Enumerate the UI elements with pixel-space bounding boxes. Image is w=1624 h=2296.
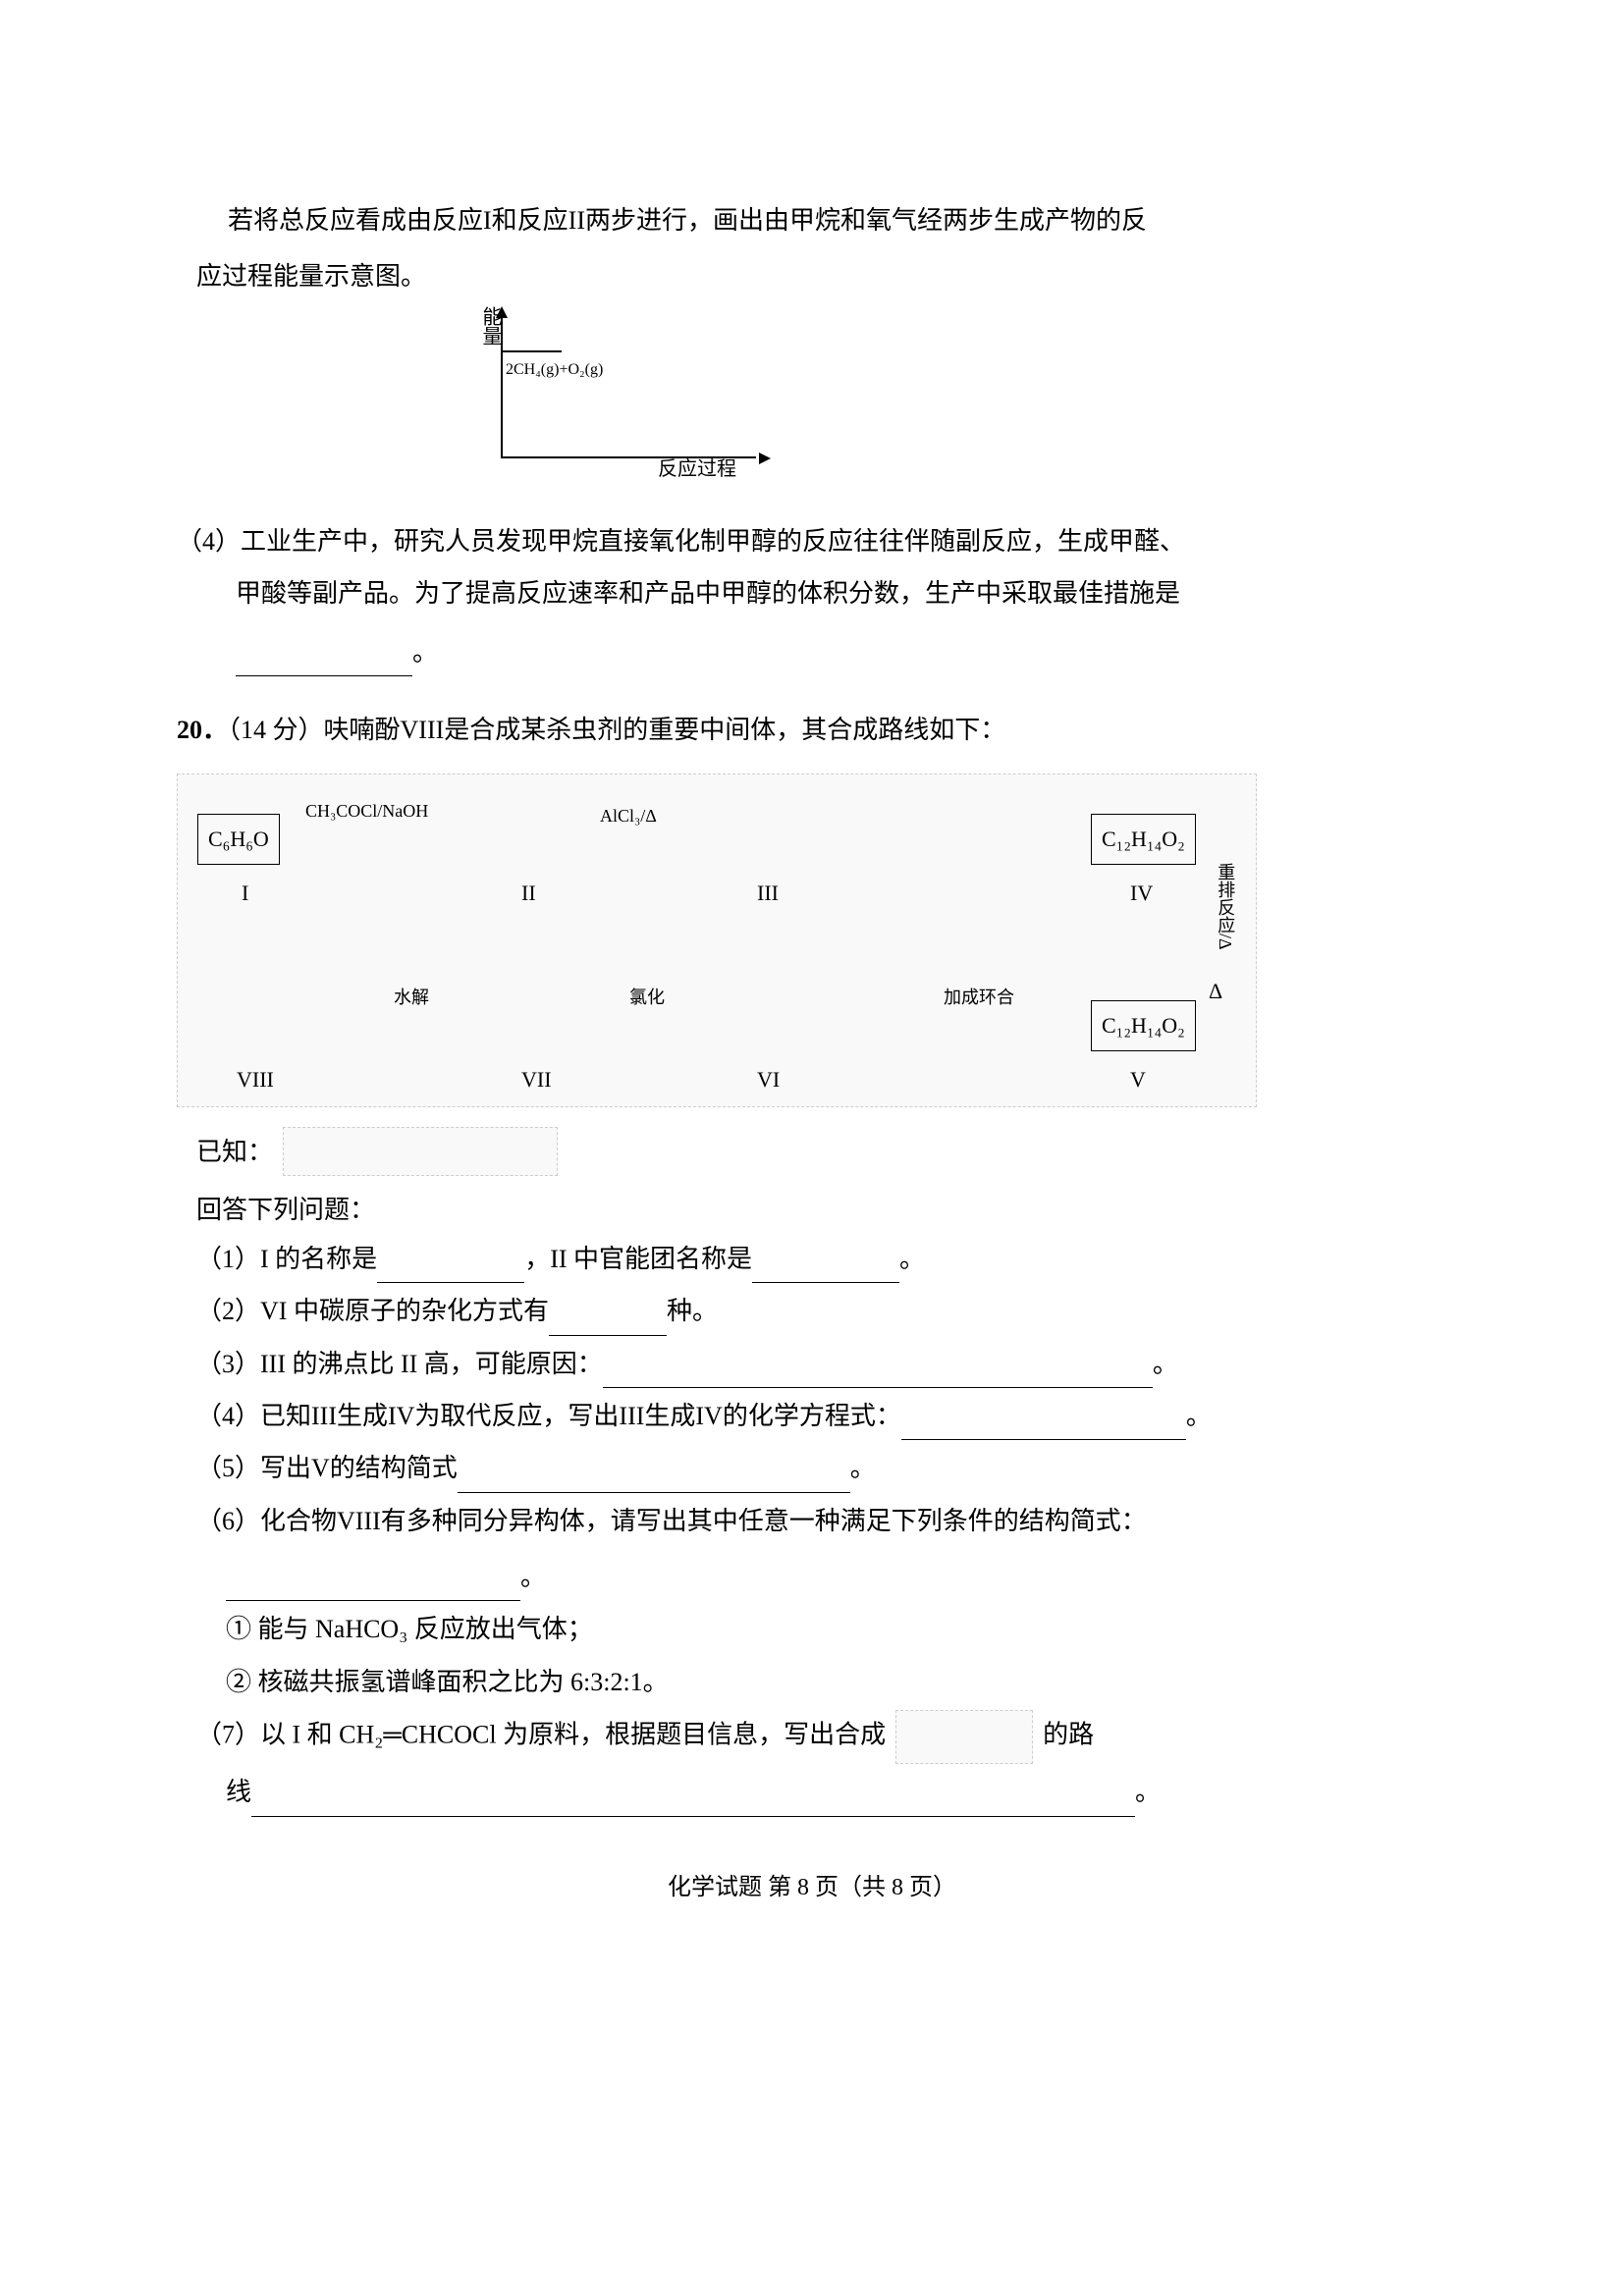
sub-question-3: （3）III 的沸点比 II 高，可能原因： 。 [196, 1340, 1447, 1388]
label-VI: VI [757, 1059, 780, 1100]
q4-prefix: （4） [177, 527, 241, 556]
sub4-prefix: （4） [196, 1402, 260, 1430]
sub1-prefix: （1） [196, 1245, 260, 1273]
label-IV: IV [1130, 873, 1153, 914]
sub3-text-a: III 的沸点比 II 高，可能原因： [260, 1350, 603, 1378]
sub7-line2: 线。 [226, 1768, 1447, 1816]
sub7-text-d: 。 [1135, 1778, 1161, 1806]
sub6-blank-line: 。 [226, 1553, 1447, 1601]
sub6-prefix: （6） [196, 1507, 260, 1535]
sub1-text-c: 。 [899, 1245, 925, 1273]
synthesis-flowchart: C₆H₆O I CH₃COCl/NaOH II AlCl₃/Δ III C₁₂H… [177, 774, 1257, 1107]
sub1-text-a: I 的名称是 [260, 1245, 377, 1273]
label-I: I [242, 873, 248, 914]
sub-question-2: （2）VI 中碳原子的杂化方式有 种。 [196, 1287, 1447, 1335]
sub5-prefix: （5） [196, 1454, 260, 1482]
reagent-7: 水解 [394, 981, 429, 1014]
q20-points: （14 分） [228, 716, 324, 744]
target-structure-icon [895, 1710, 1033, 1764]
sub1-text-b: ，II 中官能团名称是 [524, 1245, 752, 1273]
sub7-text-b: 的路 [1043, 1721, 1094, 1749]
known-label: 已知： [196, 1128, 273, 1176]
question-4: （4）工业生产中，研究人员发现甲烷直接氧化制甲醇的反应往往伴随副反应，生成甲醛、 [177, 517, 1447, 565]
sub-question-1: （1）I 的名称是 ，II 中官能团名称是 。 [196, 1235, 1447, 1283]
label-II: II [521, 873, 536, 914]
sub5-text-a: 写出V的结构简式 [260, 1454, 458, 1482]
compound-I-box: C₆H₆O [197, 814, 280, 865]
label-VII: VII [521, 1059, 552, 1100]
page-footer: 化学试题 第 8 页（共 8 页） [177, 1866, 1447, 1911]
sub7-text-a: 以 I 和 CH₂═CHCOCl 为原料，根据题目信息，写出合成 [260, 1721, 886, 1749]
sub1-blank-a [377, 1259, 524, 1283]
sub6-item2: ② 核磁共振氢谱峰面积之比为 6:3:2:1。 [226, 1658, 1447, 1706]
reagent-5: 加成环合 [944, 981, 1014, 1014]
sub2-prefix: （2） [196, 1297, 260, 1325]
chart-y-label: 能量 [471, 306, 509, 346]
sub7-blank [251, 1793, 1135, 1817]
sub3-blank [603, 1364, 1153, 1388]
sub2-text-a: VI 中碳原子的杂化方式有 [260, 1297, 549, 1325]
reagent-2: AlCl₃/Δ [600, 799, 657, 832]
q20-number: 20． [177, 716, 228, 744]
chart-start-line [503, 350, 562, 352]
sub2-text-b: 种。 [667, 1297, 718, 1325]
known-reaction-section: 已知： [196, 1127, 1447, 1176]
chart-x-arrow-icon [759, 453, 771, 464]
sub4-text-a: 已知III生成IV为取代反应，写出III生成IV的化学方程式： [260, 1402, 901, 1430]
sub6-text-a: 化合物VIII有多种同分异构体，请写出其中任意一种满足下列条件的结构简式： [260, 1507, 1147, 1535]
sub7-text-c: 线 [226, 1778, 251, 1806]
known-reaction-diagram [283, 1127, 558, 1176]
sub5-blank [458, 1469, 850, 1493]
sub2-blank [549, 1312, 667, 1336]
sub4-blank [901, 1416, 1186, 1440]
intro-line1: 若将总反应看成由反应I和反应II两步进行，画出由甲烷和氧气经两步生成产物的反 [177, 196, 1447, 244]
q4-blank: 。 [236, 628, 1447, 676]
sub6-item1: ① 能与 NaHCO₃ 反应放出气体； [226, 1605, 1447, 1653]
reagent-4: 重排反应/Δ [1209, 863, 1242, 950]
sub5-text-b: 。 [850, 1454, 876, 1482]
sub3-prefix: （3） [196, 1350, 260, 1378]
sub6-text-b: 。 [520, 1563, 546, 1591]
sub4-text-b: 。 [1186, 1402, 1212, 1430]
delta-icon: Δ [1209, 971, 1222, 1012]
sub7-prefix: （7） [196, 1721, 260, 1749]
sub-question-7: （7）以 I 和 CH₂═CHCOCl 为原料，根据题目信息，写出合成 的路 [196, 1710, 1447, 1764]
reagent-6: 氯化 [629, 981, 665, 1014]
reagent-1: CH₃COCl/NaOH [305, 794, 428, 828]
label-III: III [757, 873, 779, 914]
sub1-blank-b [752, 1259, 899, 1283]
label-V: V [1130, 1059, 1146, 1100]
question-20-header: 20．（14 分）呋喃酚VIII是合成某杀虫剂的重要中间体，其合成路线如下： [177, 706, 1447, 754]
chart-x-label: 反应过程 [658, 451, 736, 488]
sub-question-4: （4）已知III生成IV为取代反应，写出III生成IV的化学方程式： 。 [196, 1392, 1447, 1440]
sub6-blank [226, 1577, 520, 1601]
sub3-text-b: 。 [1153, 1350, 1178, 1378]
sub-question-6: （6）化合物VIII有多种同分异构体，请写出其中任意一种满足下列条件的结构简式： [196, 1497, 1447, 1545]
intro-line2: 应过程能量示意图。 [196, 252, 1447, 300]
sub-question-5: （5）写出V的结构简式 。 [196, 1444, 1447, 1492]
chart-start-label: 2CH₄(g)+O₂(g) [506, 355, 603, 385]
answer-prompt: 回答下列问题： [196, 1186, 1447, 1234]
label-VIII: VIII [237, 1059, 274, 1100]
q4-text1: 工业生产中，研究人员发现甲烷直接氧化制甲醇的反应往往伴随副反应，生成甲醛、 [241, 527, 1185, 556]
q4-text2: 甲酸等副产品。为了提高反应速率和产品中甲醇的体积分数，生产中采取最佳措施是 [236, 569, 1447, 617]
page-content: 若将总反应看成由反应I和反应II两步进行，画出由甲烷和氧气经两步生成产物的反 应… [177, 196, 1447, 1910]
energy-chart: 能量 反应过程 2CH₄(g)+O₂(g) [452, 311, 766, 488]
q20-intro: 呋喃酚VIII是合成某杀虫剂的重要中间体，其合成路线如下： [324, 716, 1006, 744]
compound-IV-box: C₁₂H₁₄O₂ [1091, 814, 1196, 865]
compound-V-box: C₁₂H₁₄O₂ [1091, 1000, 1196, 1051]
